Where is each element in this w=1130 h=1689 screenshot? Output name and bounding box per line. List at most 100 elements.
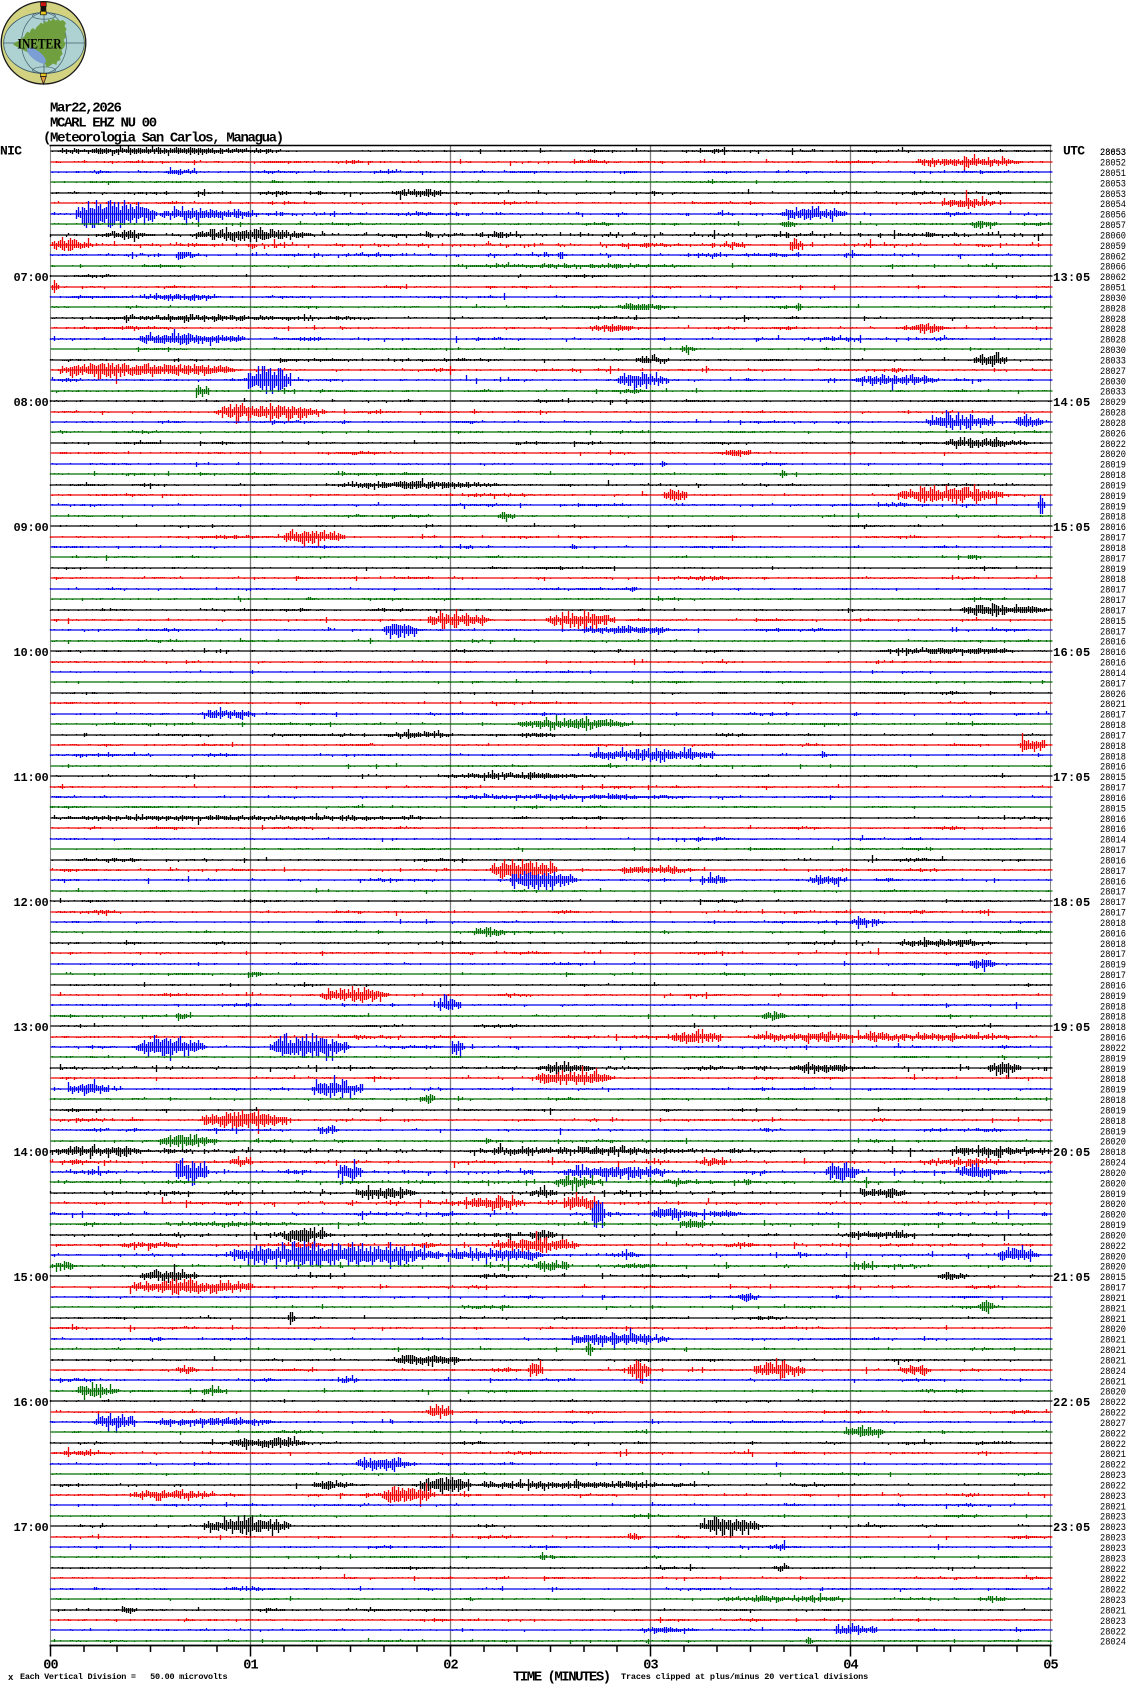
svg-text:28017: 28017 — [1100, 908, 1126, 920]
svg-text:28017: 28017 — [1100, 595, 1126, 607]
svg-text:28023: 28023 — [1100, 1512, 1126, 1524]
svg-text:28027: 28027 — [1100, 366, 1126, 378]
svg-text:28017: 28017 — [1100, 1283, 1126, 1295]
svg-text:28019: 28019 — [1100, 491, 1126, 503]
svg-text:28018: 28018 — [1100, 741, 1126, 753]
svg-text:28051: 28051 — [1100, 168, 1126, 180]
svg-text:02: 02 — [443, 1659, 458, 1674]
svg-text:11:00: 11:00 — [13, 771, 48, 785]
svg-text:28016: 28016 — [1100, 793, 1126, 805]
svg-text:09:00: 09:00 — [13, 521, 48, 535]
svg-text:UTC: UTC — [1063, 144, 1085, 159]
svg-text:28016: 28016 — [1100, 1033, 1126, 1045]
svg-text:28014: 28014 — [1100, 835, 1126, 847]
svg-text:28020: 28020 — [1100, 449, 1126, 461]
svg-text:28033: 28033 — [1100, 387, 1126, 399]
svg-text:28016: 28016 — [1100, 762, 1126, 774]
svg-text:28020: 28020 — [1100, 1199, 1126, 1211]
svg-text:28021: 28021 — [1100, 1605, 1126, 1617]
svg-text:28019: 28019 — [1100, 480, 1126, 492]
svg-text:18:05: 18:05 — [1053, 896, 1091, 910]
svg-text:28016: 28016 — [1100, 928, 1126, 940]
svg-text:28017: 28017 — [1100, 626, 1126, 638]
svg-text:28056: 28056 — [1100, 210, 1126, 222]
svg-text:28017: 28017 — [1100, 605, 1126, 617]
svg-text:28016: 28016 — [1100, 980, 1126, 992]
svg-text:28022: 28022 — [1100, 1241, 1126, 1253]
svg-text:28021: 28021 — [1100, 1376, 1126, 1388]
svg-text:28019: 28019 — [1100, 960, 1126, 972]
svg-text:28023: 28023 — [1100, 1595, 1126, 1607]
svg-text:NIC: NIC — [0, 144, 22, 159]
svg-text:INETER: INETER — [18, 37, 62, 53]
svg-text:Each Vertical Division = 50.: Each Vertical Division = 50.00 microvolt… — [20, 1672, 227, 1682]
svg-text:28019: 28019 — [1100, 1064, 1126, 1076]
svg-text:28018: 28018 — [1100, 918, 1126, 930]
svg-text:28022: 28022 — [1100, 1397, 1126, 1409]
svg-text:28023: 28023 — [1100, 1616, 1126, 1628]
svg-text:28015: 28015 — [1100, 803, 1126, 815]
svg-text:28021: 28021 — [1100, 1314, 1126, 1326]
svg-text:28060: 28060 — [1100, 230, 1126, 242]
svg-text:13:00: 13:00 — [13, 1021, 48, 1035]
svg-text:17:00: 17:00 — [13, 1521, 48, 1535]
svg-text:28653: 28653 — [1100, 147, 1126, 159]
svg-text:28023: 28023 — [1100, 1543, 1126, 1555]
svg-text:28018: 28018 — [1100, 939, 1126, 951]
svg-text:28018: 28018 — [1100, 512, 1126, 524]
svg-text:28017: 28017 — [1100, 678, 1126, 690]
svg-text:28018: 28018 — [1100, 1095, 1126, 1107]
svg-text:28015: 28015 — [1100, 772, 1126, 784]
svg-text:28017: 28017 — [1100, 866, 1126, 878]
svg-text:28028: 28028 — [1100, 303, 1126, 315]
svg-text:28016: 28016 — [1100, 637, 1126, 649]
svg-text:Mar22,2026: Mar22,2026 — [50, 101, 121, 117]
svg-text:28022: 28022 — [1100, 1408, 1126, 1420]
svg-text:28021: 28021 — [1100, 1345, 1126, 1357]
svg-text:07:00: 07:00 — [13, 271, 48, 285]
svg-text:28018: 28018 — [1100, 1116, 1126, 1128]
svg-text:28054: 28054 — [1100, 199, 1126, 211]
svg-text:28022: 28022 — [1100, 1585, 1126, 1597]
svg-text:28024: 28024 — [1100, 1366, 1126, 1378]
svg-text:28019: 28019 — [1100, 1105, 1126, 1117]
svg-text:28053: 28053 — [1100, 189, 1126, 201]
svg-text:28057: 28057 — [1100, 220, 1126, 232]
svg-text:28017: 28017 — [1100, 585, 1126, 597]
svg-text:28023: 28023 — [1100, 1533, 1126, 1545]
svg-text:28018: 28018 — [1100, 1022, 1126, 1034]
svg-text:28030: 28030 — [1100, 376, 1126, 388]
svg-text:28022: 28022 — [1100, 1626, 1126, 1638]
svg-text:28052: 28052 — [1100, 158, 1126, 170]
svg-text:28021: 28021 — [1100, 1335, 1126, 1347]
svg-text:28019: 28019 — [1100, 991, 1126, 1003]
svg-text:28022: 28022 — [1100, 1043, 1126, 1055]
svg-text:28016: 28016 — [1100, 814, 1126, 826]
svg-text:(Meteorologia San Carlos, Mana: (Meteorologia San Carlos, Managua) — [43, 131, 283, 147]
svg-text:28017: 28017 — [1100, 897, 1126, 909]
svg-text:28021: 28021 — [1100, 1303, 1126, 1315]
svg-text:28022: 28022 — [1100, 1428, 1126, 1440]
svg-text:28028: 28028 — [1100, 324, 1126, 336]
svg-text:28019: 28019 — [1100, 1189, 1126, 1201]
svg-text:28017: 28017 — [1100, 730, 1126, 742]
svg-text:28028: 28028 — [1100, 418, 1126, 430]
svg-text:28029: 28029 — [1100, 397, 1126, 409]
svg-text:28016: 28016 — [1100, 658, 1126, 670]
svg-text:28020: 28020 — [1100, 1178, 1126, 1190]
svg-text:28020: 28020 — [1100, 1251, 1126, 1263]
svg-text:08:00: 08:00 — [13, 396, 48, 410]
svg-text:28020: 28020 — [1100, 1137, 1126, 1149]
svg-text:16:00: 16:00 — [13, 1396, 48, 1410]
svg-text:28019: 28019 — [1100, 564, 1126, 576]
svg-text:28016: 28016 — [1100, 824, 1126, 836]
svg-text:28019: 28019 — [1100, 501, 1126, 513]
svg-text:28017: 28017 — [1100, 710, 1126, 722]
svg-text:28023: 28023 — [1100, 1491, 1126, 1503]
svg-text:28018: 28018 — [1100, 720, 1126, 732]
svg-text:28030: 28030 — [1100, 345, 1126, 357]
svg-text:28066: 28066 — [1100, 262, 1126, 274]
svg-text:28018: 28018 — [1100, 543, 1126, 555]
svg-text:28024: 28024 — [1100, 1637, 1126, 1649]
svg-text:28026: 28026 — [1100, 428, 1126, 440]
